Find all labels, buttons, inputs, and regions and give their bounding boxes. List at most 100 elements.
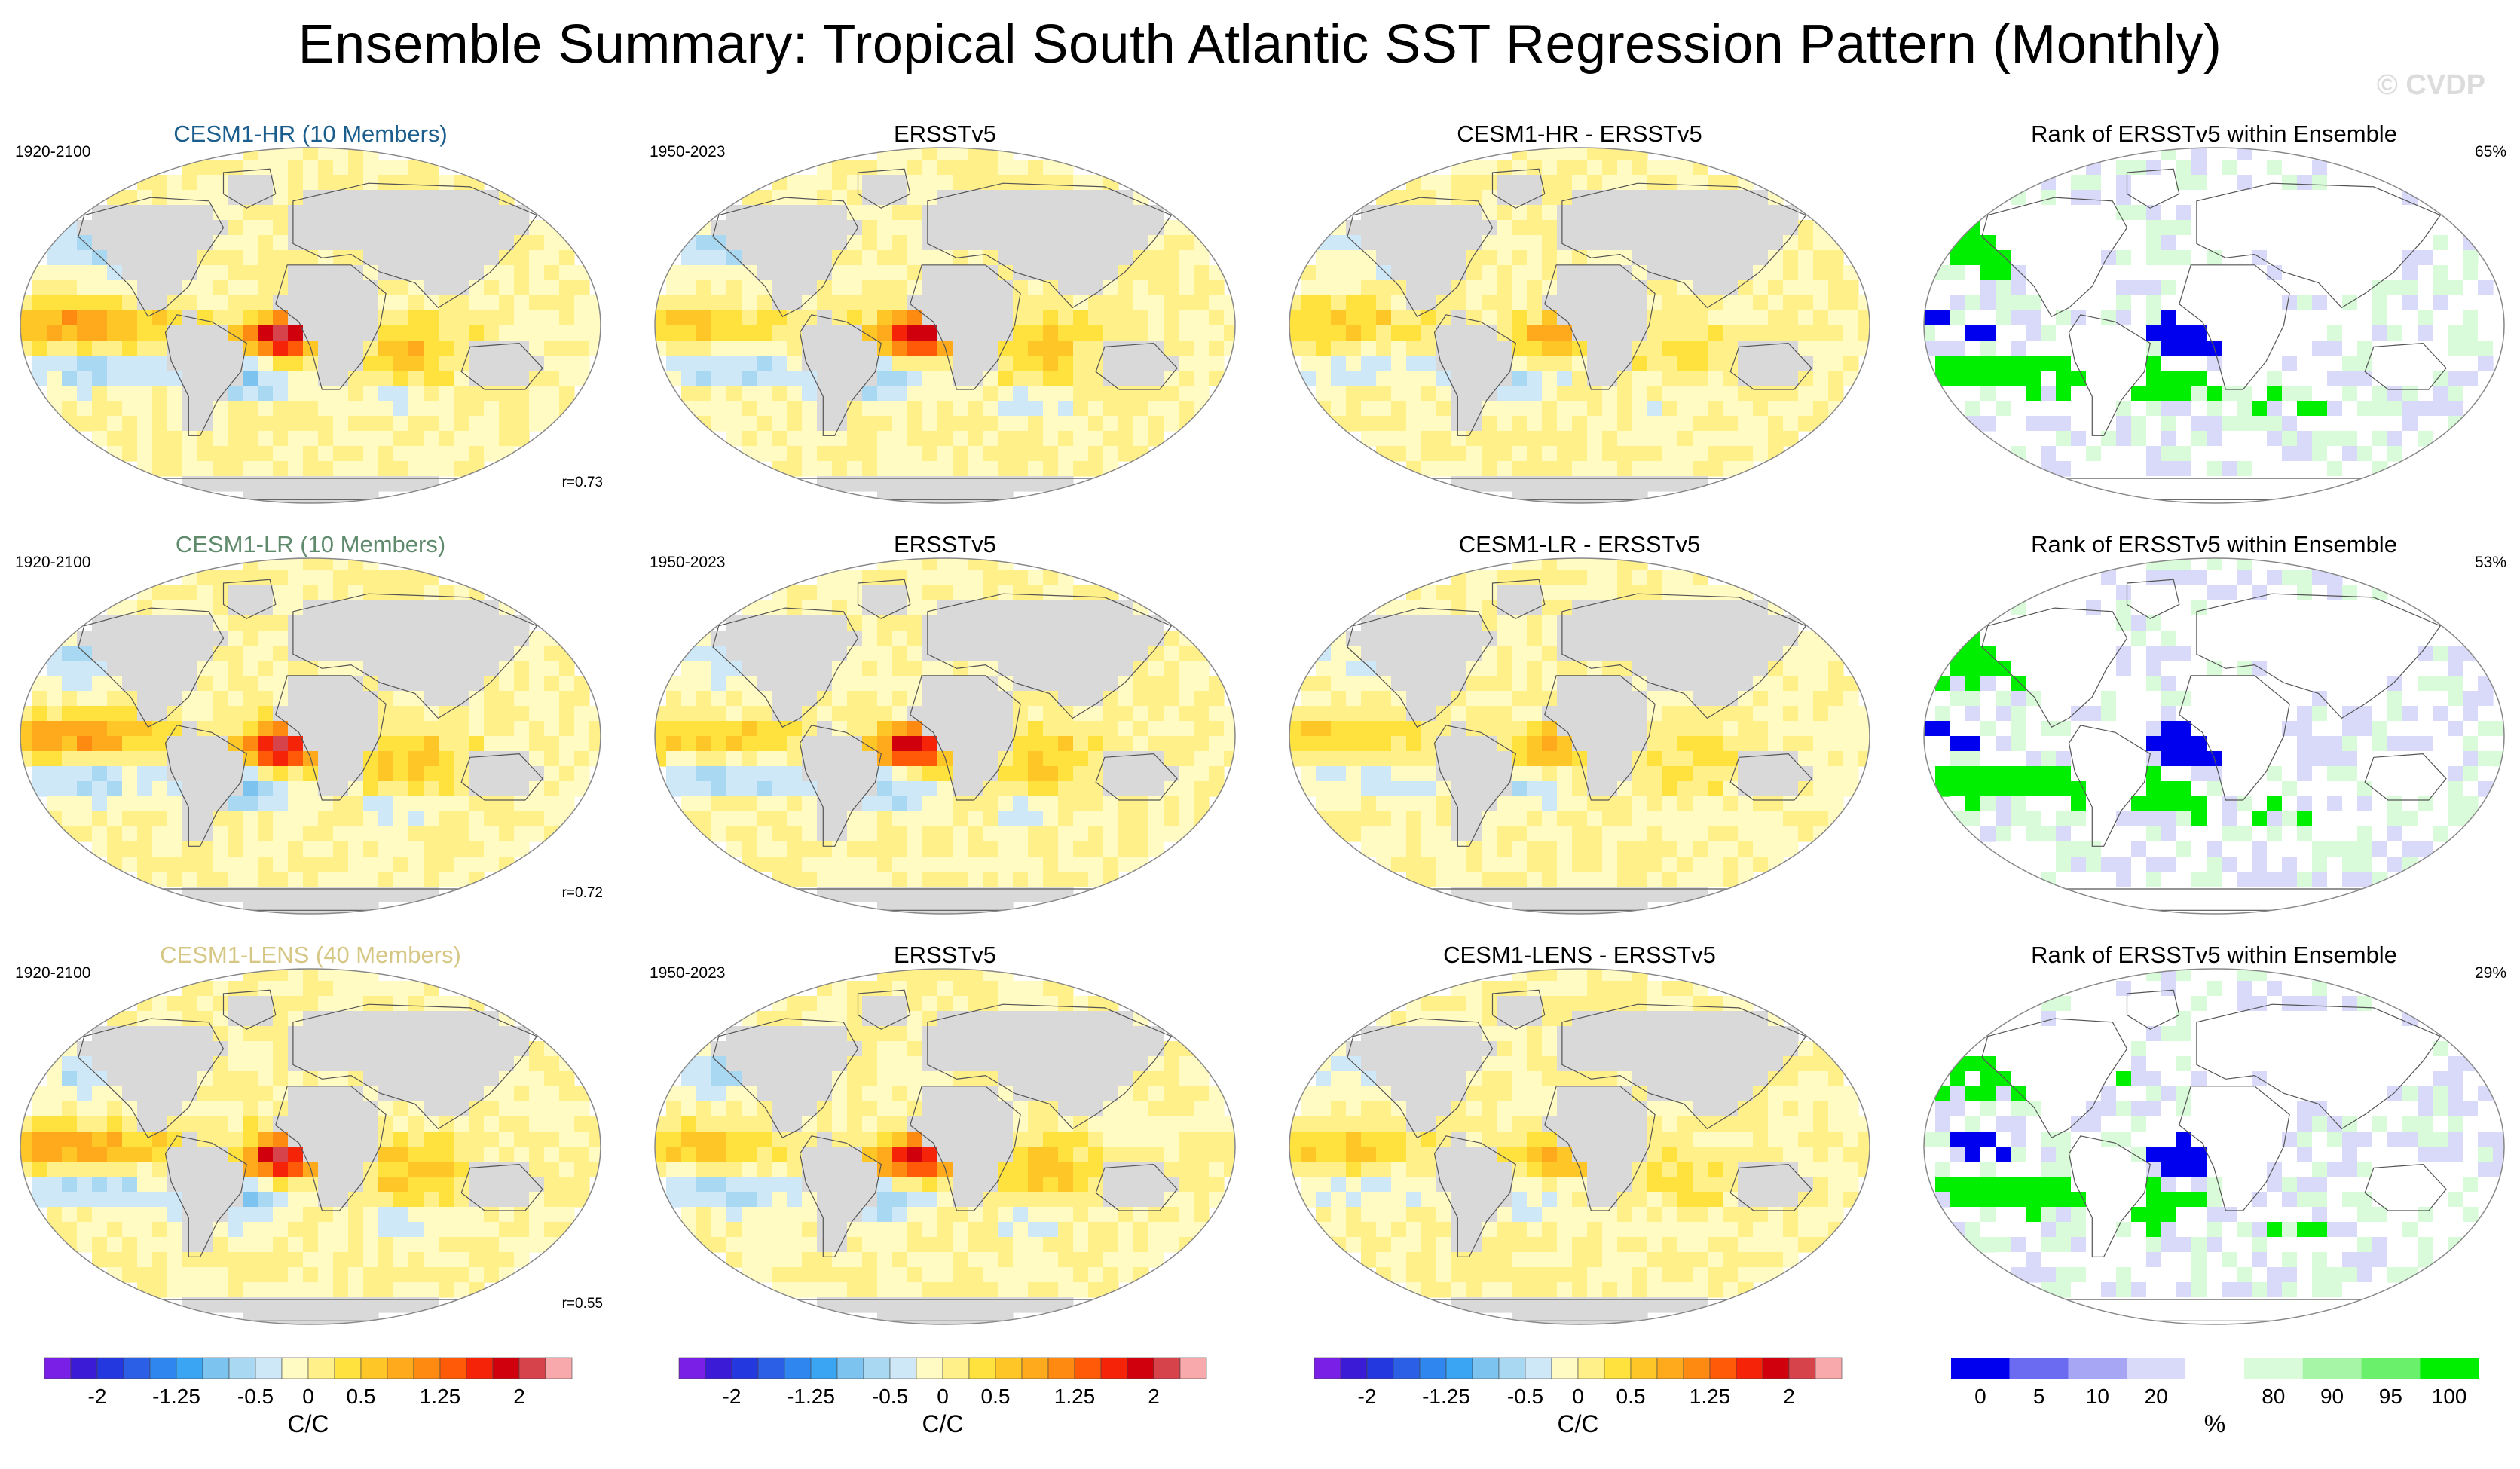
field-cell [213, 736, 228, 752]
field-cell [2463, 386, 2479, 402]
field-cell [1783, 706, 1799, 722]
field-cell [514, 310, 530, 326]
field-cell [1708, 661, 1723, 676]
field-cell [333, 706, 349, 722]
field-cell [711, 796, 727, 812]
field-cell [363, 631, 379, 646]
field-cell [892, 706, 908, 722]
field-cell [1662, 706, 1678, 722]
map-border [20, 557, 601, 915]
field-cell [2237, 190, 2252, 206]
field-cell [424, 325, 439, 341]
field-cell [1813, 691, 1829, 707]
field-cell [152, 280, 168, 296]
field-cell [1088, 857, 1104, 872]
field-cell [2418, 310, 2433, 326]
field-cell [922, 706, 938, 722]
field-cell [92, 341, 108, 356]
field-cell [1073, 857, 1089, 872]
field-cell [318, 461, 334, 477]
field-cell [213, 205, 228, 221]
field-cell [2191, 356, 2207, 371]
field-cell [1783, 356, 1799, 371]
field-cell [1527, 401, 1543, 417]
field-cell [2357, 190, 2373, 206]
field-cell [152, 461, 168, 477]
field-cell [288, 386, 304, 402]
field-cell [1058, 446, 1074, 462]
field-cell [2222, 220, 2237, 236]
field-cell [1602, 205, 1618, 221]
field-cell [137, 386, 153, 402]
field-cell [514, 250, 530, 266]
field-cell [2237, 280, 2252, 296]
field-cell [2327, 235, 2343, 251]
field-cell [333, 446, 349, 462]
field-cell [273, 341, 289, 356]
field-cell [393, 570, 409, 586]
field-cell [454, 295, 469, 311]
field-cell [2131, 446, 2147, 462]
field-cell [318, 691, 334, 707]
field-cell [1148, 781, 1164, 797]
field-cell [1088, 615, 1104, 631]
field-cell [122, 796, 138, 812]
field-cell [122, 615, 138, 631]
field-cell [1013, 280, 1029, 296]
field-cell [454, 190, 469, 206]
field-cell [107, 205, 123, 221]
field-cell [1316, 265, 1332, 281]
field-cell [1647, 661, 1663, 676]
field-cell [1557, 796, 1573, 812]
field-cell [288, 160, 304, 176]
field-cell [318, 615, 334, 631]
field-cell [1301, 676, 1317, 692]
field-cell [1331, 751, 1347, 767]
field-cell [1451, 721, 1467, 737]
field-cell [469, 796, 485, 812]
field-cell [1301, 325, 1317, 341]
field-cell [529, 325, 545, 341]
field-cell [953, 461, 968, 477]
field-cells [1289, 148, 1870, 503]
field-cell [77, 736, 93, 752]
field-cell [393, 646, 409, 661]
field-cell [167, 872, 183, 887]
field-cell [2402, 386, 2418, 402]
field-cell [1512, 476, 1528, 492]
field-cell [1723, 325, 1739, 341]
coastline [1095, 753, 1178, 801]
field-cell [1073, 721, 1089, 737]
field-cell [1542, 676, 1558, 692]
field-cell [1723, 310, 1739, 326]
field-cell [1647, 235, 1663, 251]
field-cell [454, 235, 469, 251]
field-cell [1512, 661, 1528, 676]
field-cell [832, 446, 848, 462]
field-cell [137, 310, 153, 326]
field-cell [152, 220, 168, 236]
field-cell [1677, 325, 1693, 341]
field-cell [529, 310, 545, 326]
figure-title: Ensemble Summary: Tropical South Atlanti… [298, 14, 2222, 75]
field-cell [1316, 325, 1332, 341]
field-cell [2056, 310, 2072, 326]
field-cell [273, 401, 289, 417]
field-cell [228, 356, 243, 371]
field-cell [1723, 220, 1739, 236]
field-cell [167, 826, 183, 842]
field-cell [2207, 205, 2222, 221]
field-cell [757, 386, 772, 402]
field-cell [1043, 220, 1059, 236]
field-cell [1436, 416, 1452, 432]
field-cell [1527, 796, 1543, 812]
field-cell [2116, 371, 2132, 386]
field-cell [228, 887, 243, 902]
field-cell [1662, 341, 1678, 356]
field-cell [544, 401, 560, 417]
field-cell [2071, 265, 2087, 281]
field-cell [2086, 175, 2102, 191]
field-cell [757, 280, 772, 296]
field-cell [1073, 416, 1089, 432]
field-cell [454, 631, 469, 646]
